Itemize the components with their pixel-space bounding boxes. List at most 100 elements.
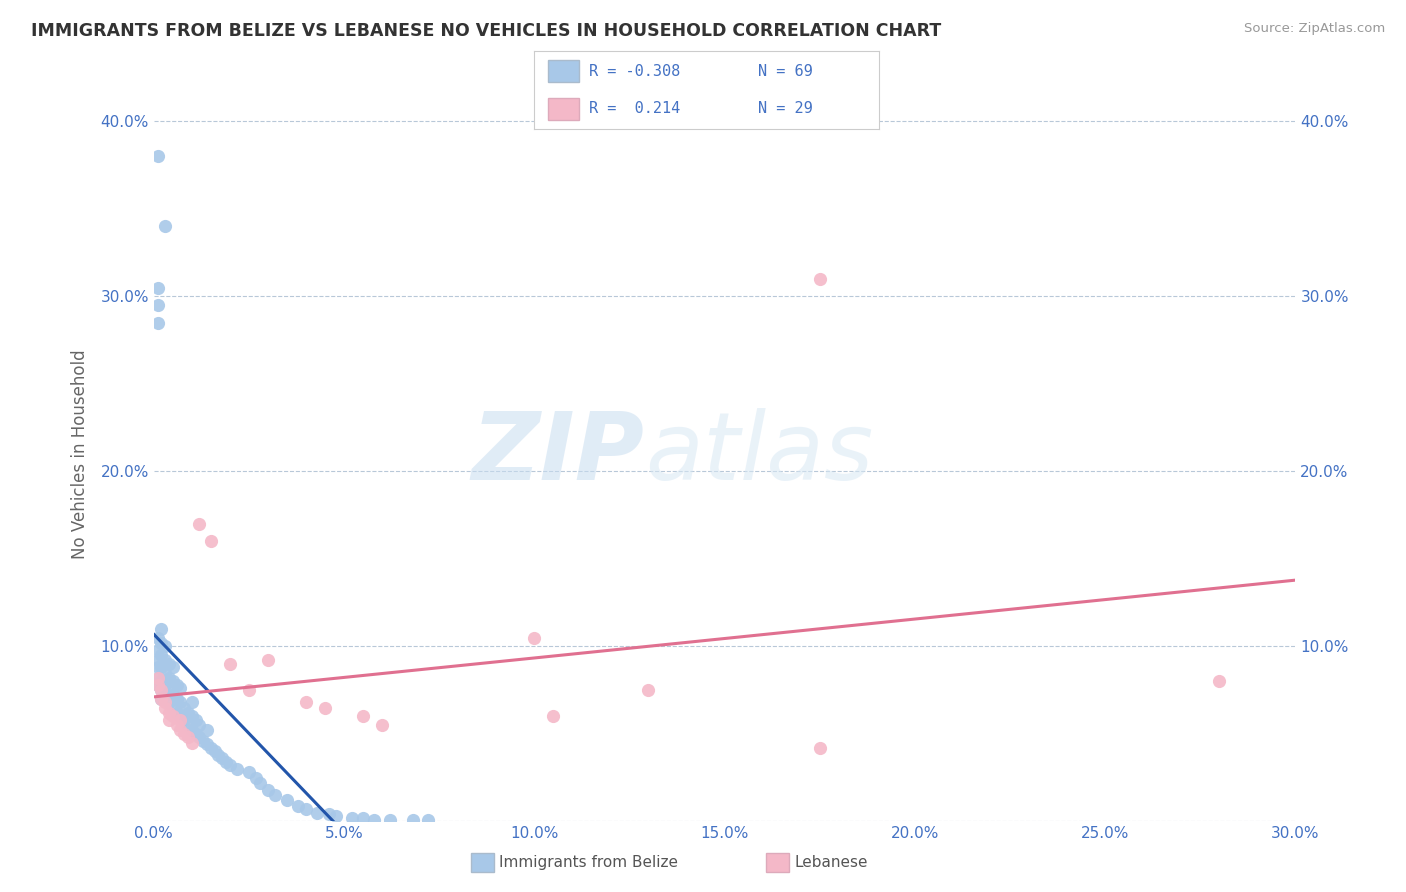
- Point: [150, 692, 173, 706]
- Point: [153, 219, 176, 234]
- Point: [162, 709, 184, 723]
- Point: [150, 660, 173, 674]
- Point: [238, 765, 260, 780]
- Text: Source: ZipAtlas.com: Source: ZipAtlas.com: [1244, 22, 1385, 36]
- Point: [153, 689, 176, 703]
- Point: [157, 657, 180, 671]
- Bar: [548, 98, 579, 120]
- Point: [146, 678, 169, 692]
- Point: [180, 723, 202, 738]
- Point: [169, 695, 191, 709]
- Point: [325, 809, 347, 823]
- Point: [211, 751, 233, 765]
- Point: [363, 813, 385, 827]
- Point: [146, 316, 169, 330]
- Point: [146, 671, 169, 685]
- Point: [173, 713, 195, 727]
- Point: [200, 534, 222, 549]
- Point: [162, 660, 184, 674]
- Point: [204, 744, 226, 758]
- Point: [177, 731, 200, 745]
- Point: [169, 709, 191, 723]
- Point: [257, 653, 280, 667]
- Point: [150, 648, 173, 663]
- Point: [307, 805, 329, 820]
- Point: [371, 718, 394, 732]
- Point: [169, 723, 191, 738]
- Point: [162, 674, 184, 689]
- Text: atlas: atlas: [645, 409, 873, 500]
- Point: [264, 788, 287, 802]
- Point: [401, 813, 423, 827]
- Point: [1208, 674, 1230, 689]
- Point: [146, 653, 169, 667]
- Point: [416, 813, 439, 827]
- Point: [177, 718, 200, 732]
- Point: [150, 674, 173, 689]
- Point: [153, 678, 176, 692]
- Point: [257, 783, 280, 797]
- Point: [180, 736, 202, 750]
- Point: [146, 660, 169, 674]
- Point: [157, 706, 180, 720]
- Point: [177, 706, 200, 720]
- Point: [218, 758, 240, 772]
- Point: [193, 734, 215, 748]
- Point: [146, 149, 169, 163]
- Point: [543, 709, 565, 723]
- Point: [173, 700, 195, 714]
- Point: [188, 516, 211, 531]
- Text: IMMIGRANTS FROM BELIZE VS LEBANESE NO VEHICLES IN HOUSEHOLD CORRELATION CHART: IMMIGRANTS FROM BELIZE VS LEBANESE NO VE…: [31, 22, 941, 40]
- Point: [150, 636, 173, 650]
- Point: [207, 747, 229, 762]
- Point: [169, 681, 191, 696]
- Text: ZIP: ZIP: [472, 408, 645, 500]
- Point: [150, 622, 173, 636]
- Point: [146, 631, 169, 645]
- Point: [249, 776, 271, 790]
- Point: [162, 700, 184, 714]
- Point: [287, 798, 309, 813]
- Point: [157, 713, 180, 727]
- Point: [245, 771, 267, 785]
- Point: [808, 272, 831, 286]
- Point: [188, 718, 211, 732]
- Point: [166, 718, 188, 732]
- Point: [146, 280, 169, 294]
- Point: [180, 695, 202, 709]
- Point: [150, 692, 173, 706]
- Point: [166, 692, 188, 706]
- Point: [157, 671, 180, 685]
- Point: [153, 653, 176, 667]
- Point: [808, 741, 831, 756]
- Bar: [548, 61, 579, 82]
- Y-axis label: No Vehicles in Household: No Vehicles in Household: [72, 349, 89, 558]
- Point: [162, 689, 184, 703]
- Point: [218, 657, 240, 671]
- Point: [340, 811, 363, 825]
- Text: R =  0.214: R = 0.214: [589, 102, 681, 117]
- Point: [146, 643, 169, 657]
- Point: [146, 298, 169, 312]
- Text: Lebanese: Lebanese: [794, 855, 868, 870]
- Point: [318, 807, 340, 822]
- Point: [352, 811, 374, 825]
- Point: [166, 678, 188, 692]
- Point: [153, 700, 176, 714]
- Point: [188, 731, 211, 745]
- Point: [153, 695, 176, 709]
- Point: [166, 706, 188, 720]
- Point: [314, 700, 336, 714]
- Text: N = 29: N = 29: [758, 102, 813, 117]
- Point: [238, 683, 260, 698]
- Point: [173, 727, 195, 741]
- Point: [523, 631, 546, 645]
- Point: [146, 671, 169, 685]
- Text: R = -0.308: R = -0.308: [589, 63, 681, 78]
- Point: [150, 683, 173, 698]
- Point: [195, 723, 218, 738]
- Text: Immigrants from Belize: Immigrants from Belize: [499, 855, 678, 870]
- Point: [157, 683, 180, 698]
- Point: [180, 709, 202, 723]
- Point: [226, 762, 249, 776]
